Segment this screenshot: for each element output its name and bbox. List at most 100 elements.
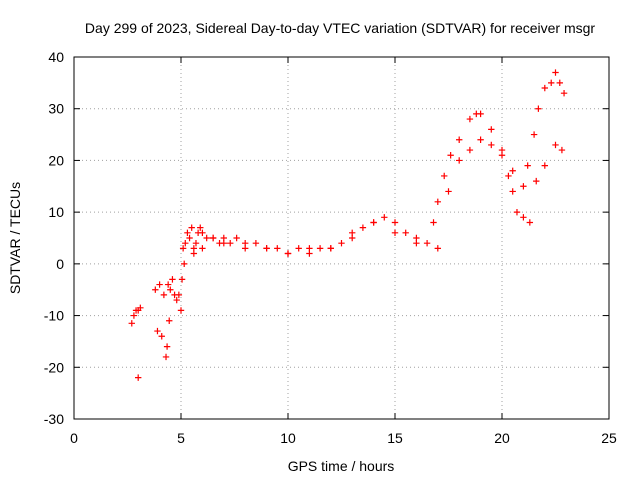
- data-point: [466, 115, 474, 123]
- y-tick-label: 20: [48, 152, 64, 168]
- data-point: [533, 177, 540, 185]
- data-point: [552, 69, 559, 76]
- data-point: [197, 224, 204, 231]
- data-point: [166, 317, 173, 324]
- data-point: [434, 245, 441, 252]
- data-point: [423, 239, 431, 247]
- x-tick-label: 10: [280, 430, 296, 446]
- data-point: [137, 304, 144, 312]
- y-tick-label: -10: [44, 308, 64, 324]
- data-point: [182, 239, 189, 247]
- data-point: [154, 327, 161, 335]
- data-point: [152, 286, 159, 293]
- data-point: [284, 250, 292, 257]
- data-point: [220, 239, 227, 247]
- data-point: [477, 110, 484, 118]
- data-point: [456, 136, 463, 143]
- y-tick-label: -20: [44, 359, 64, 375]
- data-point: [535, 105, 542, 112]
- y-tick-label: 40: [48, 49, 64, 65]
- data-point: [130, 312, 138, 319]
- data-point: [135, 374, 142, 381]
- y-tick-label: 10: [48, 204, 64, 220]
- x-axis-label: GPS time / hours: [288, 458, 395, 474]
- data-point: [179, 245, 187, 252]
- y-tick-label: 30: [48, 101, 64, 117]
- data-point: [173, 296, 180, 304]
- data-point: [505, 172, 512, 180]
- data-point: [169, 276, 176, 283]
- data-point: [252, 239, 260, 247]
- data-point: [163, 343, 171, 350]
- data-point: [128, 320, 135, 327]
- data-point: [186, 234, 193, 242]
- data-point: [227, 239, 234, 247]
- data-point: [552, 141, 559, 149]
- data-point: [338, 239, 345, 247]
- data-point: [349, 234, 356, 242]
- y-tick-label: -30: [44, 411, 64, 427]
- data-point: [181, 260, 188, 268]
- data-point: [513, 208, 521, 216]
- data-point: [242, 245, 249, 252]
- data-point: [203, 234, 210, 242]
- data-point: [175, 291, 183, 299]
- data-point: [274, 245, 281, 252]
- data-marks: [128, 69, 568, 381]
- data-point: [541, 84, 548, 92]
- data-point: [509, 167, 516, 174]
- data-point: [520, 183, 527, 190]
- data-point: [430, 219, 437, 226]
- chart-title: Day 299 of 2023, Sidereal Day-to-day VTE…: [85, 20, 595, 36]
- data-point: [359, 224, 367, 231]
- data-point: [370, 219, 377, 226]
- data-point: [188, 224, 195, 231]
- data-point: [316, 245, 324, 252]
- x-tick-label: 15: [387, 430, 403, 446]
- data-point: [548, 79, 555, 87]
- grid: [74, 57, 609, 419]
- data-point: [530, 131, 538, 138]
- data-point: [391, 229, 399, 237]
- data-point: [199, 245, 206, 252]
- data-point: [167, 286, 174, 293]
- data-point: [524, 162, 531, 169]
- data-point: [199, 229, 206, 237]
- data-point: [556, 79, 563, 87]
- x-tick-label: 25: [601, 430, 617, 446]
- data-point: [184, 229, 191, 237]
- data-point: [477, 136, 484, 143]
- data-point: [381, 214, 388, 221]
- data-point: [488, 141, 495, 149]
- data-point: [447, 152, 454, 159]
- data-point: [209, 234, 217, 242]
- data-point: [160, 291, 168, 299]
- data-point: [177, 307, 185, 314]
- data-point: [441, 172, 448, 180]
- data-point: [192, 239, 200, 247]
- data-point: [164, 281, 172, 288]
- data-point: [560, 90, 568, 97]
- data-point: [434, 198, 441, 205]
- data-point: [541, 162, 548, 169]
- data-point: [263, 245, 270, 252]
- data-point: [488, 126, 495, 133]
- data-point: [402, 229, 409, 237]
- data-point: [526, 219, 534, 226]
- data-point: [445, 188, 452, 195]
- data-point: [498, 152, 506, 159]
- data-point: [466, 146, 474, 154]
- data-point: [391, 219, 399, 226]
- data-point: [558, 146, 566, 154]
- data-point: [190, 250, 198, 257]
- data-point: [158, 333, 165, 340]
- data-point: [156, 281, 163, 288]
- data-point: [306, 250, 313, 257]
- y-axis-label: SDTVAR / TECUs: [7, 182, 23, 294]
- y-tick-label: 0: [56, 256, 64, 272]
- data-point: [520, 214, 527, 221]
- data-point: [509, 188, 516, 195]
- x-tick-label: 5: [177, 430, 185, 446]
- x-tick-label: 0: [70, 430, 78, 446]
